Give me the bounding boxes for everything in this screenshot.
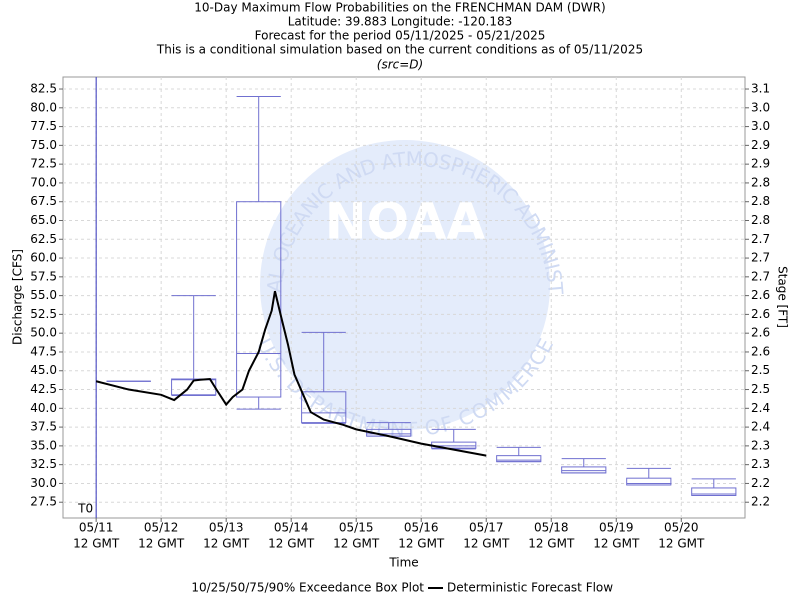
y2-tick-label: 3.0 <box>751 119 770 133</box>
y2-tick-label: 2.2 <box>751 495 770 509</box>
y-tick-label: 42.5 <box>30 382 57 396</box>
y2-tick-label: 2.4 <box>751 401 770 415</box>
box <box>626 477 672 486</box>
watermark-logo: NOAA <box>325 193 486 251</box>
y2-tick-label: 2.5 <box>751 382 770 396</box>
x-tick-label: 05/20 <box>664 521 699 535</box>
box <box>301 391 347 424</box>
y2-tick-label: 2.8 <box>751 194 770 208</box>
y2-tick-label: 2.9 <box>751 157 770 171</box>
y2-tick-label: 2.6 <box>751 344 770 358</box>
y-tick-label: 70.0 <box>30 175 57 189</box>
y2-tick-label: 2.2 <box>751 476 770 490</box>
y-tick-label: 72.5 <box>30 157 57 171</box>
y2-tick-label: 2.3 <box>751 457 770 471</box>
y2-tick-label: 2.8 <box>751 175 770 189</box>
title-line: Latitude: 39.883 Longitude: -120.183 <box>288 15 513 29</box>
watermark-circle <box>260 140 550 430</box>
y-tick-label: 57.5 <box>30 269 57 283</box>
x-tick-sublabel: 12 GMT <box>463 537 510 551</box>
x-tick-sublabel: 12 GMT <box>268 537 315 551</box>
x-axis-label: Time <box>388 556 418 570</box>
x-tick-label: 05/18 <box>534 521 569 535</box>
title-line: 10-Day Maximum Flow Probabilities on the… <box>194 1 605 15</box>
y-axis-label: Discharge [CFS] <box>11 249 25 345</box>
x-tick-sublabel: 12 GMT <box>138 537 185 551</box>
y-tick-label: 32.5 <box>30 457 57 471</box>
y2-tick-label: 2.7 <box>751 232 770 246</box>
legend-box-label: 10/25/50/75/90% Exceedance Box Plot <box>191 581 424 595</box>
y-tick-label: 82.5 <box>30 82 57 96</box>
y2-tick-label: 2.8 <box>751 213 770 227</box>
y-tick-label: 27.5 <box>30 495 57 509</box>
y-tick-label: 40.0 <box>30 401 57 415</box>
forecast-line <box>95 290 487 457</box>
y-tick-label: 77.5 <box>30 119 57 133</box>
subtitle: (src=D) <box>377 58 423 72</box>
y2-tick-label: 2.7 <box>751 251 770 265</box>
box <box>236 201 282 398</box>
legend-line-label: Deterministic Forecast Flow <box>447 581 613 595</box>
x-tick-sublabel: 12 GMT <box>398 537 445 551</box>
x-tick-sublabel: 12 GMT <box>333 537 380 551</box>
y-tick-label: 62.5 <box>30 232 57 246</box>
x-tick-sublabel: 12 GMT <box>203 537 250 551</box>
x-tick-label: 05/17 <box>469 521 504 535</box>
box <box>561 466 607 474</box>
y2-tick-label: 2.6 <box>751 288 770 302</box>
t0-label: T0 <box>77 502 93 516</box>
y-tick-label: 55.0 <box>30 288 57 302</box>
box <box>691 487 737 496</box>
y-tick-label: 47.5 <box>30 344 57 358</box>
y2-tick-label: 2.6 <box>751 326 770 340</box>
x-tick-sublabel: 12 GMT <box>658 537 705 551</box>
box <box>496 455 542 463</box>
y2-axis-label: Stage [FT] <box>776 266 790 328</box>
x-tick-label: 05/19 <box>599 521 634 535</box>
title-line: This is a conditional simulation based o… <box>156 43 643 57</box>
y2-tick-label: 2.5 <box>751 363 770 377</box>
y-tick-label: 30.0 <box>30 476 57 490</box>
x-tick-label: 05/14 <box>274 521 309 535</box>
y-tick-label: 37.5 <box>30 420 57 434</box>
y2-tick-label: 2.9 <box>751 138 770 152</box>
y-tick-label: 50.0 <box>30 326 57 340</box>
y2-tick-label: 2.3 <box>751 438 770 452</box>
x-tick-label: 05/16 <box>404 521 439 535</box>
plot-frame <box>62 76 746 519</box>
y2-tick-label: 3.1 <box>751 82 770 96</box>
y-tick-label: 60.0 <box>30 251 57 265</box>
x-tick-label: 05/12 <box>144 521 179 535</box>
x-tick-label: 05/15 <box>339 521 374 535</box>
y-tick-label: 45.0 <box>30 363 57 377</box>
x-tick-label: 05/11 <box>79 521 114 535</box>
y-tick-label: 80.0 <box>30 100 57 114</box>
y-tick-label: 65.0 <box>30 213 57 227</box>
y2-tick-label: 2.7 <box>751 269 770 283</box>
x-tick-sublabel: 12 GMT <box>73 537 120 551</box>
x-tick-sublabel: 12 GMT <box>593 537 640 551</box>
y2-tick-label: 2.6 <box>751 307 770 321</box>
y2-tick-label: 3.0 <box>751 100 770 114</box>
y2-tick-label: 2.4 <box>751 420 770 434</box>
y-tick-label: 67.5 <box>30 194 57 208</box>
title-line: Forecast for the period 05/11/2025 - 05/… <box>255 29 546 43</box>
y-tick-label: 75.0 <box>30 138 57 152</box>
y-tick-label: 35.0 <box>30 438 57 452</box>
x-tick-label: 05/13 <box>209 521 244 535</box>
y-tick-label: 52.5 <box>30 307 57 321</box>
x-tick-sublabel: 12 GMT <box>528 537 575 551</box>
